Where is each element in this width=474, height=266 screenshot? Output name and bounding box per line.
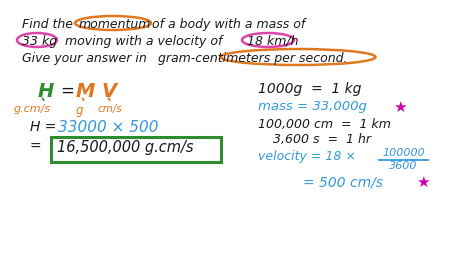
Text: 100000: 100000 xyxy=(382,148,425,158)
Text: ★: ★ xyxy=(393,100,407,115)
Text: 3600: 3600 xyxy=(389,161,418,171)
Text: 16,500,000 g.cm/s: 16,500,000 g.cm/s xyxy=(57,140,193,155)
Text: moving with a velocity of: moving with a velocity of xyxy=(61,35,227,48)
Text: Give your answer in: Give your answer in xyxy=(22,52,151,65)
Text: =: = xyxy=(30,140,42,154)
Text: 3,600 s  =  1 hr: 3,600 s = 1 hr xyxy=(273,133,371,146)
Text: mass = 33,000g: mass = 33,000g xyxy=(258,100,367,113)
Text: g.cm/s: g.cm/s xyxy=(14,104,51,114)
Text: 1000g  =  1 kg: 1000g = 1 kg xyxy=(258,82,361,96)
Text: V: V xyxy=(102,82,117,101)
Text: =: = xyxy=(60,82,74,100)
Text: H: H xyxy=(38,82,55,101)
Text: 33000 × 500: 33000 × 500 xyxy=(58,120,158,135)
Text: = 500 cm/s: = 500 cm/s xyxy=(303,175,383,189)
Text: M: M xyxy=(76,82,95,101)
Text: gram-centimeters per second.: gram-centimeters per second. xyxy=(158,52,347,65)
Text: H =: H = xyxy=(30,120,56,134)
Text: g: g xyxy=(76,104,83,117)
Text: Find the: Find the xyxy=(22,18,77,31)
Text: velocity = 18 ×: velocity = 18 × xyxy=(258,150,356,163)
Text: of a body with a mass of: of a body with a mass of xyxy=(148,18,305,31)
Text: cm/s: cm/s xyxy=(98,104,123,114)
Text: 100,000 cm  =  1 km: 100,000 cm = 1 km xyxy=(258,118,391,131)
FancyBboxPatch shape xyxy=(51,137,221,162)
Text: ★: ★ xyxy=(416,175,429,190)
Text: 33 kg: 33 kg xyxy=(22,35,57,48)
Text: 18 km/h: 18 km/h xyxy=(247,35,299,48)
Text: momentum: momentum xyxy=(79,18,151,31)
